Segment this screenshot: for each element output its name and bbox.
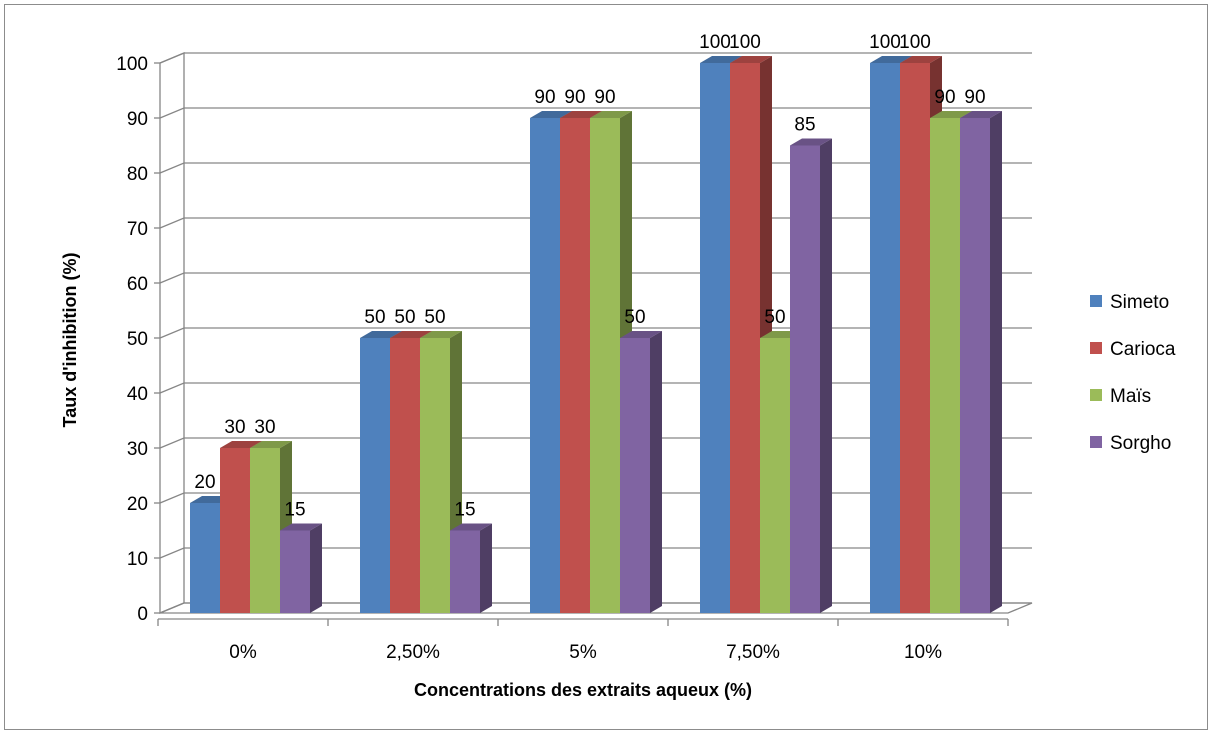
bar-top xyxy=(960,111,1002,118)
bar xyxy=(450,530,480,613)
bar-top xyxy=(250,441,292,448)
y-tick-label: 90 xyxy=(127,109,148,130)
bar xyxy=(190,503,220,613)
bar-top xyxy=(560,111,602,118)
y-tick-label: 70 xyxy=(127,219,148,240)
bar xyxy=(390,338,420,613)
bar xyxy=(870,63,900,613)
data-label: 90 xyxy=(534,87,555,108)
y-tick-label: 20 xyxy=(127,494,148,515)
bar-top xyxy=(360,331,402,338)
legend-swatch xyxy=(1090,295,1102,307)
y-tick-label: 50 xyxy=(127,329,148,350)
data-label: 100 xyxy=(699,32,731,53)
legend-swatch xyxy=(1090,342,1102,354)
bar-top xyxy=(930,111,972,118)
data-label: 15 xyxy=(454,500,475,521)
bar xyxy=(730,63,760,613)
data-label: 50 xyxy=(624,307,645,328)
bar xyxy=(930,118,960,613)
y-tick-label: 100 xyxy=(116,54,148,75)
bar-top xyxy=(620,331,662,338)
bar xyxy=(250,448,280,613)
bar xyxy=(280,530,310,613)
y-tick-label: 80 xyxy=(127,164,148,185)
x-tick-label: 10% xyxy=(904,642,942,663)
bar-top xyxy=(870,56,912,63)
bar-top xyxy=(700,56,742,63)
data-label: 30 xyxy=(254,417,275,438)
bar-top xyxy=(450,523,492,531)
data-label: 90 xyxy=(934,87,955,108)
bar xyxy=(220,448,250,613)
y-tick-label: 30 xyxy=(127,439,148,460)
data-label: 90 xyxy=(964,87,985,108)
x-axis-ticks: 0% 2,50% 5% 7,50% 10% xyxy=(157,618,1009,663)
y-tick-label: 0 xyxy=(137,604,148,625)
bar xyxy=(900,63,930,613)
bar-top xyxy=(220,441,262,448)
bar-side xyxy=(990,111,1002,613)
bar xyxy=(700,63,730,613)
data-label: 20 xyxy=(194,472,215,493)
y-tick-label: 40 xyxy=(127,384,148,405)
data-label: 100 xyxy=(899,32,931,53)
legend: Simeto Carioca Maïs Sorgho xyxy=(1090,292,1176,454)
bar-top xyxy=(530,111,572,118)
bar xyxy=(360,338,390,613)
bar xyxy=(760,338,790,613)
bar xyxy=(960,118,990,613)
data-label: 85 xyxy=(794,115,815,136)
bar xyxy=(420,338,450,613)
bar xyxy=(620,338,650,613)
bars xyxy=(190,56,1002,613)
bar xyxy=(590,118,620,613)
data-label: 90 xyxy=(564,87,585,108)
y-tick-label: 10 xyxy=(127,549,148,570)
data-label: 100 xyxy=(869,32,901,53)
bar-side xyxy=(650,331,662,613)
bar-top xyxy=(790,138,832,146)
bar-top xyxy=(280,523,322,531)
bar-side xyxy=(310,523,322,613)
legend-label: Maïs xyxy=(1110,386,1151,407)
data-label: 90 xyxy=(594,87,615,108)
bar xyxy=(560,118,590,613)
x-tick-label: 5% xyxy=(569,642,597,663)
bar-top xyxy=(590,111,632,118)
data-label: 50 xyxy=(394,307,415,328)
gridline xyxy=(159,52,1032,64)
legend-label: Simeto xyxy=(1110,292,1169,313)
bar xyxy=(530,118,560,613)
x-tick-label: 2,50% xyxy=(386,642,440,663)
y-tick-label: 60 xyxy=(127,274,148,295)
legend-swatch xyxy=(1090,389,1102,401)
legend-label: Sorgho xyxy=(1110,433,1171,454)
bar-top xyxy=(390,331,432,338)
legend-swatch xyxy=(1090,436,1102,448)
bar xyxy=(790,145,820,613)
data-label: 100 xyxy=(729,32,761,53)
x-tick-label: 0% xyxy=(229,642,257,663)
y-axis-title: Taux d'inhibition (%) xyxy=(60,253,80,428)
bar-side xyxy=(820,138,832,613)
x-tick-label: 7,50% xyxy=(726,642,780,663)
data-label: 50 xyxy=(764,307,785,328)
bar-top xyxy=(730,56,772,63)
data-label: 15 xyxy=(284,500,305,521)
bar-side xyxy=(480,523,492,613)
data-label: 50 xyxy=(424,307,445,328)
bar-top xyxy=(900,56,942,63)
legend-label: Carioca xyxy=(1110,339,1176,360)
data-label: 30 xyxy=(224,417,245,438)
x-axis-title: Concentrations des extraits aqueux (%) xyxy=(414,680,752,700)
y-axis-ticks: 0 10 20 30 40 50 60 70 80 90 100 xyxy=(116,54,160,625)
data-label: 50 xyxy=(364,307,385,328)
bar-top xyxy=(420,331,462,338)
